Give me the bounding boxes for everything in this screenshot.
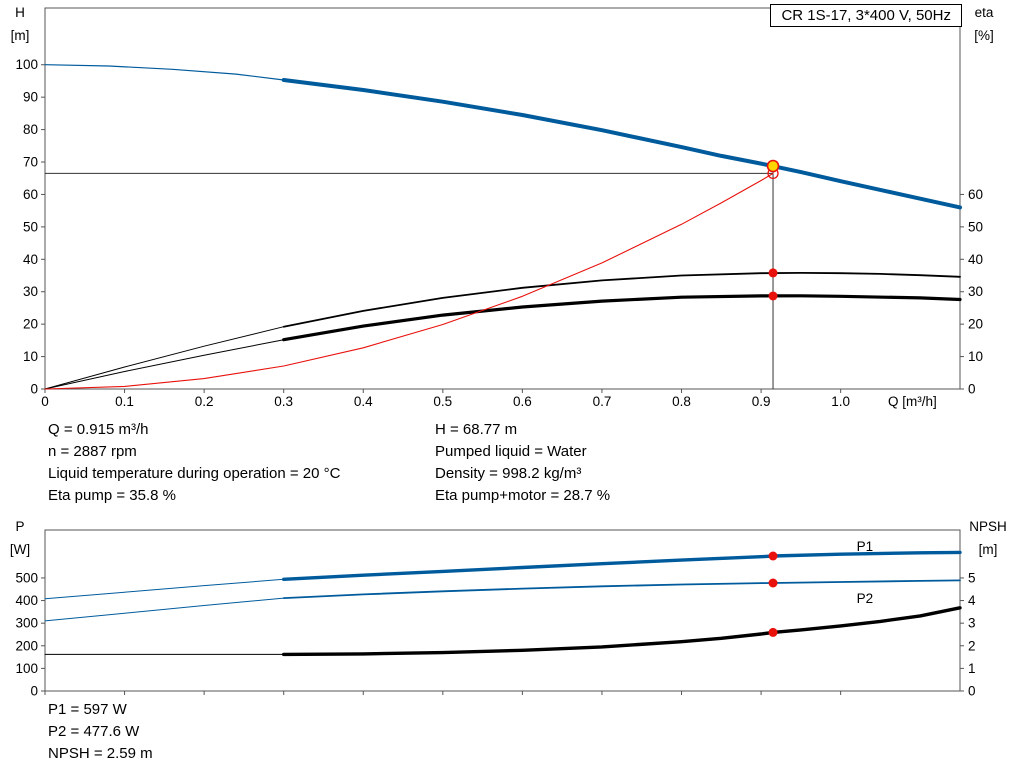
y-right-tick-label: 1: [968, 661, 976, 676]
p1-label: P1: [857, 539, 874, 554]
y-left-tick-label: 400: [15, 593, 38, 608]
p1-curve: [282, 550, 962, 582]
y-right-tick-label: 20: [968, 317, 983, 332]
y-right-tick-label: 0: [968, 684, 976, 699]
x-axis-label: Q [m³/h]: [888, 394, 937, 409]
y-right-tick-label: 0: [968, 382, 976, 397]
y-left-tick-label: 60: [23, 187, 38, 202]
head-curve: [281, 78, 962, 210]
readout-p1: P1 = 597 W: [48, 701, 127, 718]
readout-flow: Q = 0.915 m³/h: [48, 421, 149, 438]
duty-readouts-right: H = 68.77 m Pumped liquid = Water Densit…: [435, 419, 610, 507]
x-tick-label: 0.1: [115, 394, 134, 409]
power-npsh-chart: 0 100 200 300 400 500 0 1 2 3 4 5 P [W] NPSH [m] P1 P2: [10, 519, 1007, 699]
readout-npsh: NPSH = 2.59 m: [48, 745, 153, 762]
y-right-axis-unit: [%]: [974, 28, 994, 43]
npsh-curve: [282, 606, 962, 657]
p1-dot: [768, 551, 778, 561]
plot-frame: [44, 529, 961, 692]
readout-speed: n = 2887 rpm: [48, 443, 137, 460]
readout-temperature: Liquid temperature during operation = 20…: [48, 465, 341, 482]
x-tick-label: 0.5: [433, 394, 452, 409]
p1-curve-inlet: [44, 578, 285, 600]
y-left-tick-label: 40: [23, 252, 38, 267]
y-left-tick-label: 300: [15, 616, 38, 631]
head-curve-inlet: [44, 64, 285, 81]
pump-model-title: CR 1S-17, 3*400 V, 50Hz: [770, 4, 962, 27]
y-left-tick-label: 20: [23, 317, 38, 332]
readout-density: Density = 998.2 kg/m³: [435, 465, 582, 482]
plot-frame: [44, 7, 961, 390]
x-tick-label: 0.3: [274, 394, 293, 409]
readout-p2: P2 = 477.6 W: [48, 723, 140, 740]
x-tick-label: 0.9: [752, 394, 771, 409]
y-right-axis-name: NPSH: [969, 519, 1007, 534]
y-right-axis-unit: [m]: [979, 542, 998, 557]
npsh-dot: [768, 627, 778, 637]
y-left-tick-label: 80: [23, 122, 38, 137]
readout-liquid: Pumped liquid = Water: [435, 443, 587, 460]
y-left-axis-name: P: [15, 519, 24, 534]
head-eta-chart: 0 0.1 0.2 0.3 0.4 0.5 0.6 0.7 0.8 0.9 1.0 0 10 20 30 40…: [11, 5, 994, 409]
eta-pump-curve: [282, 271, 961, 328]
y-left-axis-unit: [W]: [10, 542, 30, 557]
y-left-tick-label: 200: [15, 638, 38, 653]
readout-eta-pump: Eta pump = 35.8 %: [48, 487, 176, 504]
y-right-axis-name: eta: [975, 5, 994, 20]
x-tick-label: 0.2: [195, 394, 214, 409]
eta-pump-motor-curve: [282, 294, 962, 342]
y-left-tick-label: 100: [15, 661, 38, 676]
p2-curve: [282, 579, 961, 599]
x-tick-label: 0.8: [672, 394, 691, 409]
eta-pump-dot: [768, 268, 778, 278]
system-curve: [44, 172, 774, 390]
y-right-tick-label: 40: [968, 252, 983, 267]
y-left-axis-name: H: [15, 5, 25, 20]
p2-dot: [768, 578, 778, 588]
power-readouts: P1 = 597 W P2 = 477.6 W NPSH = 2.59 m: [48, 699, 153, 765]
y-left-tick-label: 10: [23, 349, 38, 364]
y-right-tick-label: 10: [968, 349, 983, 364]
x-tick-label: 1.0: [831, 394, 850, 409]
x-tick-label: 0.4: [354, 394, 373, 409]
y-left-tick-label: 90: [23, 90, 38, 105]
eta-pump-curve-inlet: [44, 326, 285, 390]
x-tick-label: 0.7: [593, 394, 612, 409]
y-left-tick-label: 70: [23, 155, 38, 170]
p2-curve-inlet: [44, 597, 285, 622]
x-tick-label: 0: [41, 394, 49, 409]
y-right-tick-label: 50: [968, 219, 983, 234]
readout-eta-pump-motor: Eta pump+motor = 28.7 %: [435, 487, 611, 504]
y-left-tick-label: 0: [30, 684, 38, 699]
y-right-tick-label: 5: [968, 570, 976, 585]
y-left-tick-label: 0: [30, 382, 38, 397]
eta-motor-dot: [768, 291, 778, 301]
p2-label: P2: [857, 591, 874, 606]
y-right-tick-label: 60: [968, 187, 983, 202]
y-left-tick-label: 30: [23, 284, 38, 299]
duty-point: [766, 159, 780, 173]
x-tick-label: 0.6: [513, 394, 532, 409]
readout-head: H = 68.77 m: [435, 421, 518, 438]
y-left-axis-unit: [m]: [11, 28, 30, 43]
y-right-tick-label: 30: [968, 284, 983, 299]
y-left-tick-label: 500: [15, 570, 38, 585]
eta-pump-motor-curve-inlet: [44, 339, 285, 390]
y-right-tick-label: 3: [968, 616, 976, 631]
y-left-tick-label: 100: [15, 57, 38, 72]
duty-readouts-left: Q = 0.915 m³/h n = 2887 rpm Liquid tempe…: [48, 419, 340, 507]
y-left-tick-label: 50: [23, 219, 38, 234]
y-right-tick-label: 2: [968, 638, 976, 653]
y-right-tick-label: 4: [968, 593, 976, 608]
